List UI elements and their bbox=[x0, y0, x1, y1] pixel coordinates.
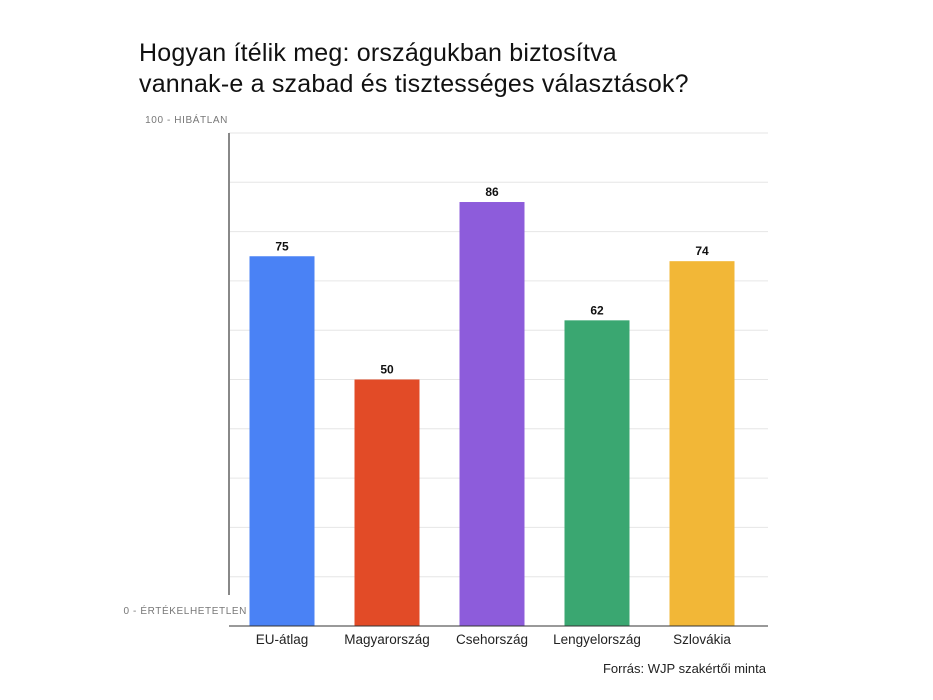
category-label-2: Csehország bbox=[456, 632, 528, 647]
bar-series: 75 EU-átlag 50 Magyarország 86 Csehország 62 Le… bbox=[249, 185, 735, 647]
bar-value-label-3: 62 bbox=[590, 303, 604, 317]
bar-2 bbox=[459, 202, 525, 626]
y-axis-top-label: 100 - HIBÁTLAN bbox=[145, 113, 228, 126]
chart-title: Hogyan ítélik meg: országukban biztosítv… bbox=[139, 38, 859, 100]
bar-value-label-2: 86 bbox=[485, 185, 499, 199]
bar-value-label-1: 50 bbox=[380, 363, 394, 377]
bar-value-label-4: 74 bbox=[695, 244, 709, 258]
chart-title-line-2: vannak-e a szabad és tisztességes válasz… bbox=[139, 70, 689, 98]
category-label-4: Szlovákia bbox=[673, 632, 731, 647]
category-label-3: Lengyelország bbox=[553, 632, 641, 647]
chart-title-line-1: Hogyan ítélik meg: országukban biztosítv… bbox=[139, 39, 617, 67]
bar-0 bbox=[249, 256, 315, 626]
source-note: Forrás: WJP szakértői minta bbox=[602, 661, 766, 676]
bar-value-label-0: 75 bbox=[275, 239, 289, 253]
bar-4 bbox=[669, 261, 735, 626]
bar-3 bbox=[564, 320, 630, 626]
bar-1 bbox=[354, 379, 420, 626]
category-label-1: Magyarország bbox=[344, 632, 430, 647]
y-axis-bottom-label: 0 - ÉRTÉKELHETETLEN bbox=[124, 604, 247, 617]
category-label-0: EU-átlag bbox=[256, 632, 309, 647]
